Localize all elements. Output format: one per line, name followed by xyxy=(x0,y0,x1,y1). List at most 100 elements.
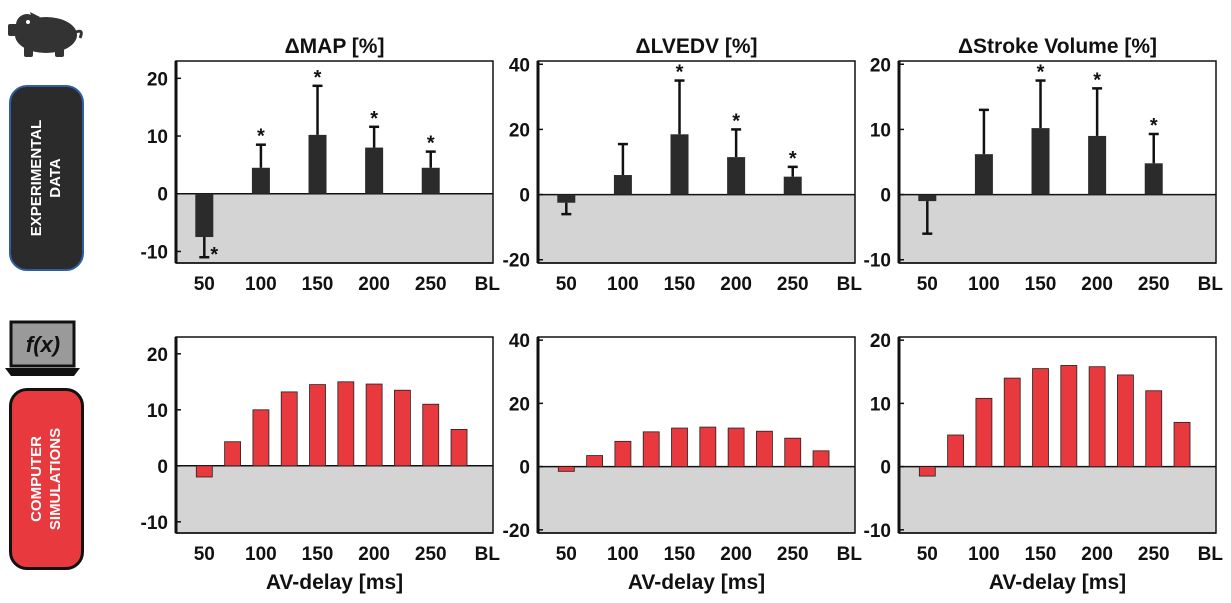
x-tick-label: 100 xyxy=(245,544,277,565)
y-tick-label: -10 xyxy=(864,521,891,542)
x-tick-label: BL xyxy=(475,274,501,295)
x-tick-label: 100 xyxy=(245,274,277,295)
x-tick-label: 50 xyxy=(917,274,938,295)
data-bar xyxy=(1088,135,1107,195)
y-tick-label: 10 xyxy=(870,394,891,415)
data-bar xyxy=(756,430,773,468)
negative-region xyxy=(176,193,493,263)
data-bar xyxy=(1117,374,1134,468)
data-bar xyxy=(1173,421,1191,468)
chart-panel-5: -20 0 20 40 50 100 150 200 250 BL AV-delay [ms] xyxy=(503,331,863,594)
data-bar xyxy=(1032,368,1049,468)
y-tick-label: 10 xyxy=(870,120,891,141)
chart-panel-1: * * * * * -10 0 10 20 50 100 150 200 250 BL ΔMAP [%] xyxy=(141,35,501,295)
data-bar xyxy=(642,431,660,468)
icon-layer: f(x) xyxy=(5,12,83,376)
x-tick-label: 150 xyxy=(664,274,696,295)
significance-marker: * xyxy=(1037,62,1045,84)
x-tick-label: 100 xyxy=(968,274,1000,295)
y-tick-label: 20 xyxy=(870,55,891,76)
data-bar xyxy=(613,175,632,195)
significance-marker: * xyxy=(210,244,218,266)
plot-area xyxy=(176,337,493,466)
x-tick-label: 50 xyxy=(556,274,577,295)
x-tick-label: 50 xyxy=(917,544,938,565)
x-tick-label: 50 xyxy=(194,544,215,565)
x-tick-label: BL xyxy=(837,544,863,565)
x-axis-label: AV-delay [ms] xyxy=(989,571,1126,594)
x-tick-label: BL xyxy=(1198,544,1224,565)
data-bar xyxy=(586,455,604,468)
x-tick-label: 200 xyxy=(720,274,752,295)
x-tick-label: 250 xyxy=(1138,544,1170,565)
y-tick-label: 20 xyxy=(509,120,530,141)
y-tick-label: 0 xyxy=(519,458,530,479)
data-bar xyxy=(308,134,327,194)
data-bar xyxy=(450,428,468,467)
y-tick-label: 0 xyxy=(880,186,891,207)
y-tick-label: 0 xyxy=(519,186,530,207)
data-bar xyxy=(195,465,213,478)
data-bar xyxy=(365,383,383,467)
y-tick-label: -10 xyxy=(141,242,168,263)
x-tick-label: 150 xyxy=(1025,274,1057,295)
data-bar xyxy=(1144,163,1163,195)
data-bar xyxy=(252,409,270,467)
data-bar xyxy=(727,157,746,195)
data-bar xyxy=(1003,377,1021,468)
x-tick-label: 250 xyxy=(415,274,447,295)
y-tick-label: 0 xyxy=(157,185,168,206)
data-bar xyxy=(422,403,440,467)
chart-title: ΔLVEDV [%] xyxy=(635,35,757,58)
x-tick-label: 150 xyxy=(664,544,696,565)
chart-panel-2: * * * -20 0 20 40 50 100 150 200 250 BL ΔLVEDV [%] xyxy=(503,35,863,295)
y-tick-label: 10 xyxy=(147,401,168,422)
x-tick-label: 250 xyxy=(1138,274,1170,295)
plot-area xyxy=(538,61,855,195)
chart-title: ΔMAP [%] xyxy=(285,35,385,58)
x-tick-label: 50 xyxy=(194,274,215,295)
y-tick-label: -10 xyxy=(864,251,891,272)
negative-region xyxy=(538,194,855,263)
negative-region xyxy=(899,466,1216,533)
y-tick-label: 0 xyxy=(157,457,168,478)
x-tick-label: BL xyxy=(837,274,863,295)
y-tick-label: 40 xyxy=(509,55,530,76)
x-tick-label: 100 xyxy=(607,544,639,565)
x-tick-label: 200 xyxy=(358,544,390,565)
data-bar xyxy=(670,134,689,195)
y-tick-label: -10 xyxy=(141,513,168,534)
simulation-label-text: COMPUTER SIMULATIONS xyxy=(28,427,65,531)
data-bar xyxy=(557,194,576,203)
significance-marker: * xyxy=(676,62,684,84)
negative-region xyxy=(899,194,1216,263)
laptop-icon: f(x) xyxy=(5,320,80,376)
x-tick-label: 100 xyxy=(607,274,639,295)
function-label: f(x) xyxy=(26,332,60,357)
negative-region xyxy=(538,466,855,533)
x-tick-label: 250 xyxy=(777,544,809,565)
chart-title: ΔStroke Volume [%] xyxy=(958,35,1157,58)
plot-area xyxy=(176,61,493,194)
significance-marker: * xyxy=(314,67,322,89)
data-bar xyxy=(421,167,440,194)
pig-icon xyxy=(8,12,83,57)
significance-marker: * xyxy=(789,148,797,170)
data-bar xyxy=(309,384,326,467)
x-tick-label: 200 xyxy=(358,274,390,295)
data-bar xyxy=(974,154,993,195)
computer-simulations-label: COMPUTER SIMULATIONS xyxy=(9,388,84,570)
x-tick-label: 200 xyxy=(1081,544,1113,565)
y-tick-label: -20 xyxy=(503,251,530,272)
data-bar xyxy=(812,450,830,468)
data-bar xyxy=(671,427,688,468)
x-tick-label: 200 xyxy=(720,544,752,565)
data-bar xyxy=(337,381,355,467)
y-tick-label: 20 xyxy=(870,331,891,352)
y-tick-label: 20 xyxy=(147,69,168,90)
x-tick-label: 150 xyxy=(302,274,334,295)
data-bar xyxy=(195,193,214,238)
data-bar xyxy=(280,391,298,467)
